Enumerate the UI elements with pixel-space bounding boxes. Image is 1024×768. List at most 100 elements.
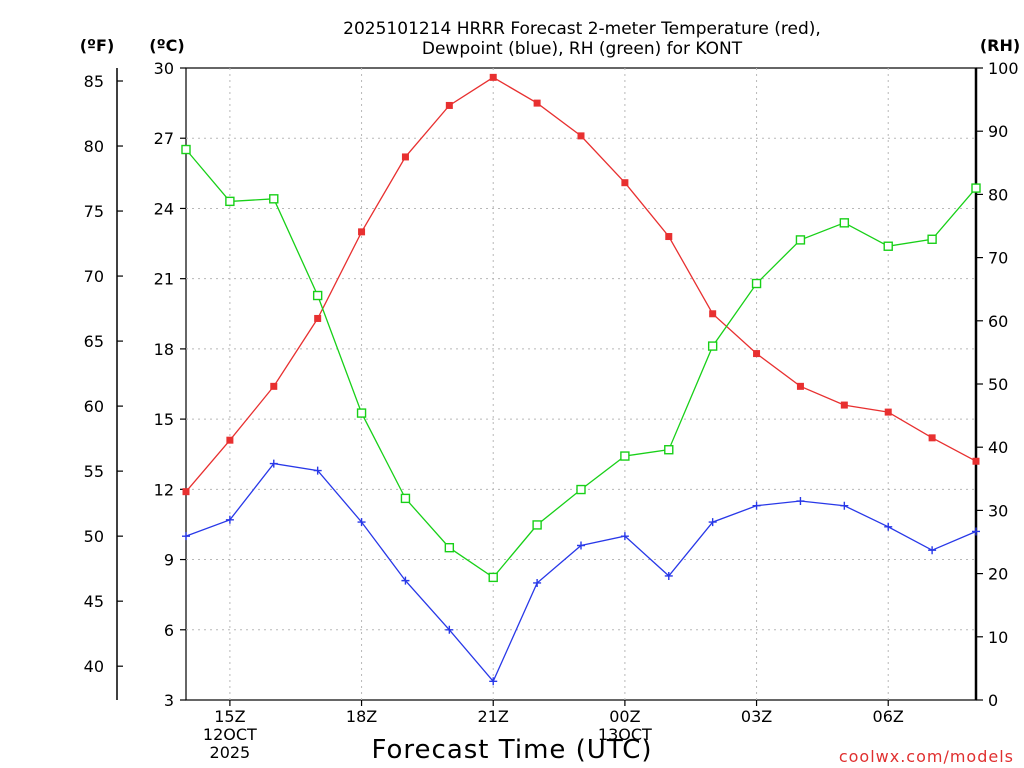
dewpoint-point: [577, 541, 585, 550]
x-tick-label: 15Z: [214, 707, 245, 726]
celsius-ticks: 30 27 24 21 18 15 12 9 6 3: [154, 59, 186, 710]
chart-title-line-1: 2025101214 HRRR Forecast 2-meter Tempera…: [343, 19, 821, 39]
plot-frame: [185, 67, 977, 701]
rh-tick-label: 20: [988, 565, 1008, 584]
dewpoint-point: [664, 571, 673, 580]
celsius-tick-label: 18: [154, 340, 174, 359]
fahrenheit-ticks: 85 80 75 70 65 60 55 50 45 40: [84, 72, 123, 676]
celsius-tick-label: 12: [154, 480, 174, 499]
dewpoint-point: [796, 497, 805, 506]
fahrenheit-tick-label: 45: [84, 592, 104, 611]
temperature-point: [226, 436, 234, 444]
dewpoint-point: [840, 501, 849, 510]
x-tick-label: 12OCT: [203, 725, 257, 744]
rh-point: [927, 234, 937, 244]
rh-point: [312, 290, 323, 301]
rh-line: [185, 149, 977, 579]
temperature-point: [577, 132, 585, 140]
rh-tick-label: 40: [988, 438, 1008, 457]
dewpoint-point: [972, 527, 980, 536]
fahrenheit-tick-label: 75: [84, 202, 104, 221]
fahrenheit-tick-label: 55: [84, 462, 104, 481]
celsius-tick-label: 15: [154, 410, 174, 429]
fahrenheit-tick-label: 40: [84, 657, 104, 676]
temperature-point: [314, 314, 322, 322]
temperature-point: [621, 179, 629, 187]
temperature-point: [972, 457, 980, 465]
fahrenheit-tick-label: 65: [84, 332, 104, 351]
celsius-tick-label: 27: [154, 129, 174, 148]
rh-point: [707, 341, 718, 351]
dewpoint-point: [708, 518, 717, 527]
rh-point: [444, 542, 455, 553]
rh-point: [971, 183, 981, 193]
dewpoint-point: [445, 625, 454, 634]
celsius-axis-label: (ºC): [149, 36, 184, 55]
rh-tick-label: 30: [988, 501, 1008, 520]
x-tick-label: 06Z: [873, 707, 904, 726]
dewpoint-point: [533, 578, 542, 587]
celsius-tick-label: 3: [164, 691, 174, 710]
rh-tick-label: 50: [988, 375, 1008, 394]
temperature-point: [445, 101, 453, 109]
temperature-point: [753, 350, 761, 358]
dewpoint-point: [752, 501, 761, 510]
rh-point: [532, 520, 542, 530]
temperature-line: [185, 76, 977, 493]
x-tick-label: 21Z: [478, 707, 509, 726]
fahrenheit-tick-label: 85: [84, 72, 104, 91]
temperature-point: [884, 408, 892, 416]
chart-title-line-2: Dewpoint (blue), RH (green) for KONT: [422, 39, 743, 59]
rh-point: [839, 218, 850, 228]
temperature-point: [533, 99, 541, 107]
dewpoint-point: [928, 546, 937, 555]
rh-point: [620, 451, 630, 461]
rh-tick-label: 100: [988, 59, 1019, 78]
rh-point: [576, 484, 586, 495]
rh-point: [356, 408, 367, 418]
credit-text: coolwx.com/models: [839, 747, 1014, 766]
dewpoint-point: [884, 522, 893, 531]
celsius-tick-label: 24: [154, 199, 174, 218]
dewpoint-point: [225, 515, 234, 524]
temperature-point: [358, 228, 366, 236]
dewpoint-line: [185, 462, 977, 683]
grid-lines: [186, 68, 976, 700]
rh-tick-label: 70: [988, 249, 1008, 268]
rh-tick-label: 90: [988, 122, 1008, 141]
rh-tick-label: 0: [988, 691, 998, 710]
x-tick-label: 00Z: [609, 707, 640, 726]
rh-tick-label: 10: [988, 628, 1008, 647]
rh-point: [795, 235, 806, 245]
dewpoint-point: [357, 518, 366, 527]
celsius-tick-label: 6: [164, 621, 174, 640]
series-layer: [181, 73, 981, 686]
x-tick-label: 13OCT: [598, 725, 652, 744]
rh-point: [751, 278, 762, 289]
celsius-tick-label: 9: [164, 551, 174, 570]
fahrenheit-axis-label: (ºF): [80, 36, 115, 55]
dewpoint-point: [182, 532, 190, 541]
fahrenheit-tick-label: 60: [84, 397, 104, 416]
dewpoint-point: [401, 576, 410, 585]
dewpoint-point: [489, 677, 498, 686]
rh-point: [225, 196, 235, 207]
rh-point: [883, 241, 893, 251]
temperature-point: [270, 382, 278, 390]
temperature-point: [489, 73, 497, 81]
dewpoint-point: [620, 532, 629, 541]
x-tick-label: 18Z: [346, 707, 377, 726]
temperature-point: [928, 434, 936, 442]
temperature-point: [796, 382, 804, 390]
rh-point: [488, 572, 498, 583]
x-axis-label: Forecast Time (UTC): [371, 735, 652, 765]
rh-point: [400, 493, 411, 504]
rh-point: [269, 194, 279, 204]
rh-point: [664, 445, 674, 455]
dewpoint-point: [313, 466, 322, 475]
x-tick-label: 03Z: [741, 707, 772, 726]
rh-tick-label: 80: [988, 185, 1008, 204]
celsius-tick-label: 21: [154, 270, 174, 289]
